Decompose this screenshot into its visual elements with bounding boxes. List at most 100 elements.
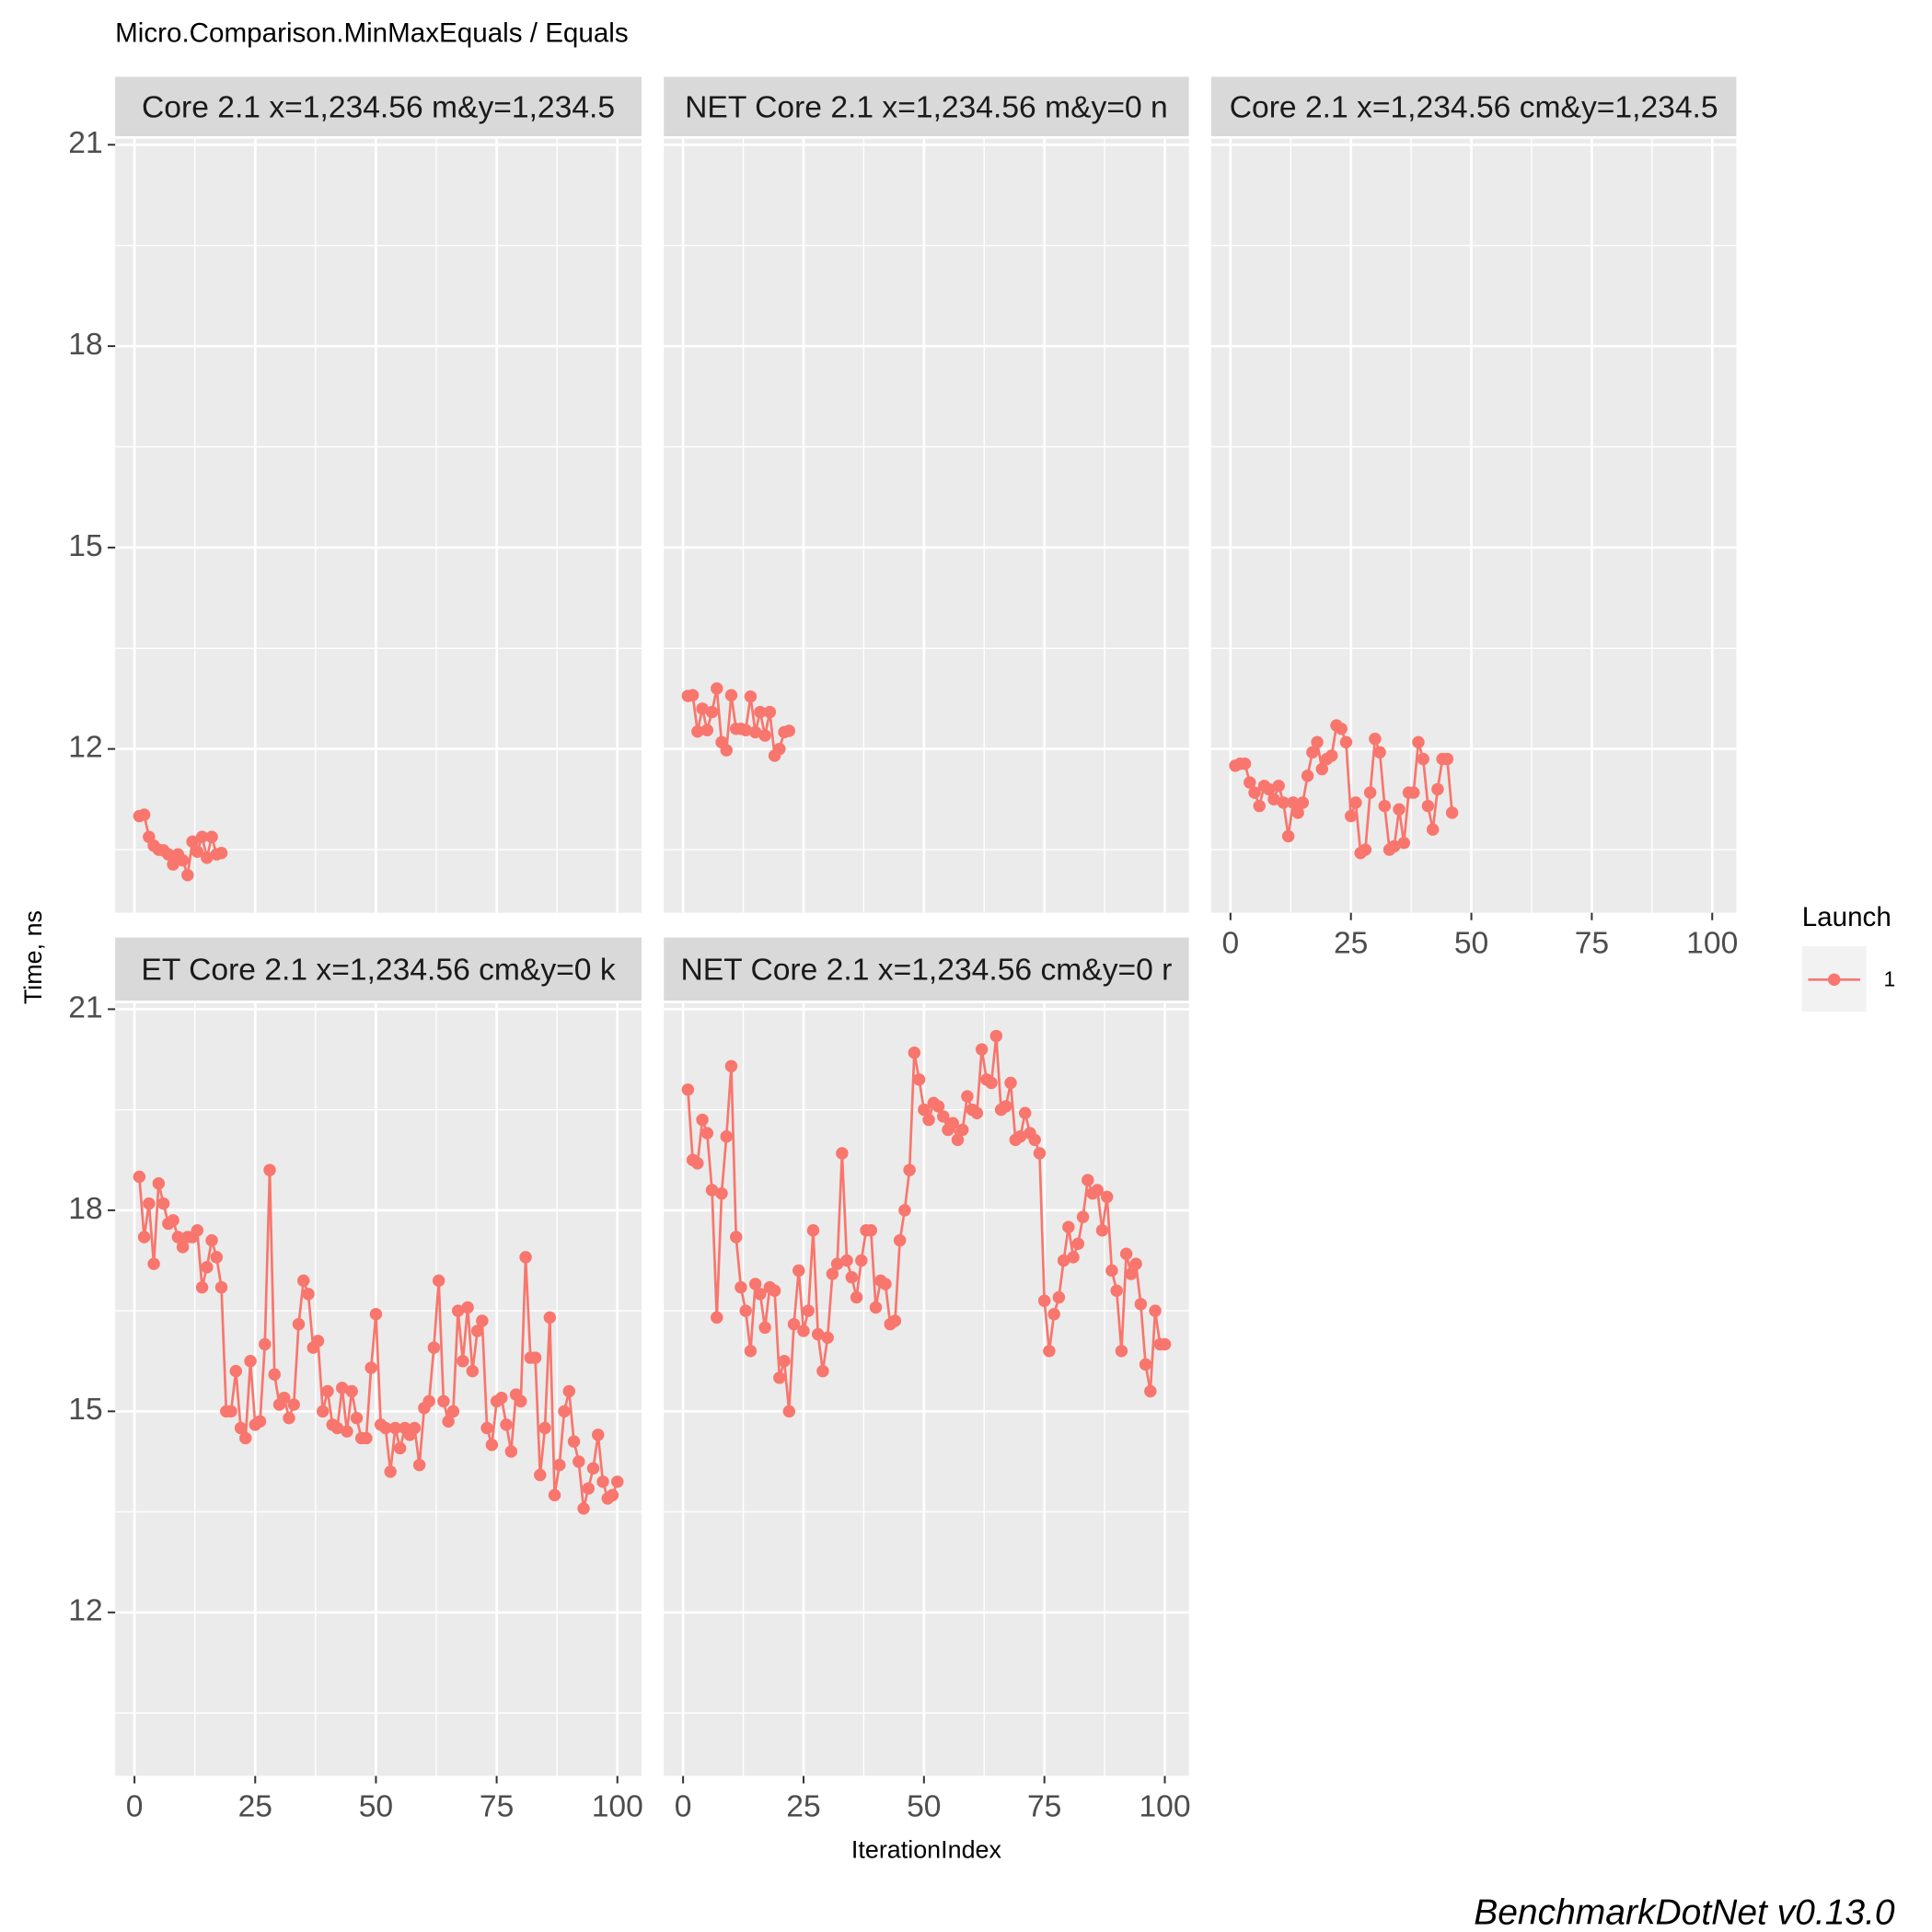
data-point (711, 1311, 723, 1325)
data-point (1238, 757, 1252, 770)
data-point (1369, 733, 1382, 746)
data-point (1119, 1247, 1133, 1260)
strip-background (664, 937, 1189, 1001)
data-point (176, 1241, 190, 1254)
data-point (451, 1304, 465, 1317)
data-point (1272, 780, 1285, 792)
data-point (792, 1264, 805, 1278)
data-point (758, 729, 771, 742)
data-point (836, 1147, 849, 1160)
data-point (147, 1257, 160, 1270)
data-point (739, 723, 752, 736)
data-point (869, 1301, 883, 1314)
data-point (1047, 1308, 1060, 1321)
data-point (1397, 837, 1410, 850)
data-point (763, 705, 777, 719)
data-point (908, 1047, 921, 1059)
data-point (1426, 823, 1440, 836)
data-point (1028, 1133, 1041, 1147)
data-point (1315, 762, 1329, 776)
data-point (840, 1254, 853, 1267)
data-point (830, 1257, 844, 1270)
data-point (1067, 1251, 1080, 1264)
data-point (133, 1170, 146, 1184)
data-point (567, 1435, 581, 1448)
data-point (1393, 803, 1406, 816)
x-tick-label: 100 (592, 1789, 643, 1823)
data-point (1076, 1210, 1090, 1223)
data-point (1440, 752, 1454, 766)
data-point (1100, 1190, 1114, 1204)
data-point (582, 1482, 595, 1495)
x-tick-label: 25 (238, 1789, 272, 1823)
data-point (845, 1270, 859, 1284)
panel-marks (1229, 719, 1459, 860)
data-point (864, 1223, 877, 1237)
data-point (1158, 1337, 1172, 1351)
x-tick-label: 0 (1221, 927, 1239, 961)
data-point (1248, 786, 1261, 799)
panel-marks (133, 808, 228, 882)
data-point (1407, 786, 1420, 799)
data-point (744, 690, 758, 703)
data-point (1091, 1184, 1104, 1197)
data-point (412, 1458, 426, 1472)
data-point (195, 1280, 209, 1294)
data-point (534, 1468, 547, 1482)
data-point (1253, 799, 1266, 813)
data-point (1378, 799, 1392, 813)
data-point (350, 1411, 364, 1425)
data-point (898, 1204, 911, 1217)
data-point (253, 1415, 267, 1428)
data-point (773, 742, 786, 756)
data-point (1013, 1130, 1027, 1143)
data-point (321, 1384, 334, 1398)
data-point (705, 1184, 719, 1197)
data-point (446, 1405, 460, 1418)
data-point (1095, 1223, 1109, 1237)
data-point (1287, 796, 1300, 809)
data-point (931, 1100, 945, 1113)
data-point (1325, 749, 1338, 762)
data-point (724, 688, 738, 702)
strip-background (115, 937, 642, 1001)
data-point (955, 1123, 969, 1137)
data-point (739, 1304, 752, 1317)
data-point (137, 1231, 151, 1244)
data-point (191, 845, 204, 858)
data-point (364, 1361, 377, 1374)
data-point (562, 1384, 576, 1398)
data-point (528, 1351, 542, 1364)
data-point (171, 1231, 185, 1244)
data-point (696, 702, 709, 715)
data-point (548, 1488, 561, 1502)
data-point (1306, 746, 1319, 759)
data-point (720, 744, 733, 757)
legend-title: Launch (1802, 902, 1892, 932)
data-point (229, 1364, 243, 1378)
data-point (369, 1308, 383, 1321)
panel-background (664, 138, 1189, 913)
data-point (393, 1441, 407, 1455)
data-point (1281, 829, 1295, 843)
data-point (461, 1301, 474, 1314)
data-point (903, 1163, 916, 1176)
data-point (1431, 782, 1444, 796)
data-point (715, 1186, 728, 1200)
data-point (586, 1462, 600, 1475)
legend-point (1827, 973, 1841, 987)
panel-background (115, 138, 642, 913)
data-point (1057, 1254, 1070, 1267)
strip-background (1210, 76, 1737, 137)
data-point (1262, 782, 1276, 796)
data-point (782, 1405, 796, 1418)
data-point (427, 1341, 441, 1354)
data-point (292, 1317, 306, 1331)
strip-background (664, 76, 1189, 137)
strip-label: NET Core 2.1 x=1,234.56 cm&y=0 r (680, 953, 1172, 987)
data-point (1052, 1290, 1066, 1304)
data-point (495, 1392, 508, 1405)
data-point (287, 1398, 300, 1411)
data-point (596, 1475, 609, 1488)
data-point (205, 830, 218, 843)
